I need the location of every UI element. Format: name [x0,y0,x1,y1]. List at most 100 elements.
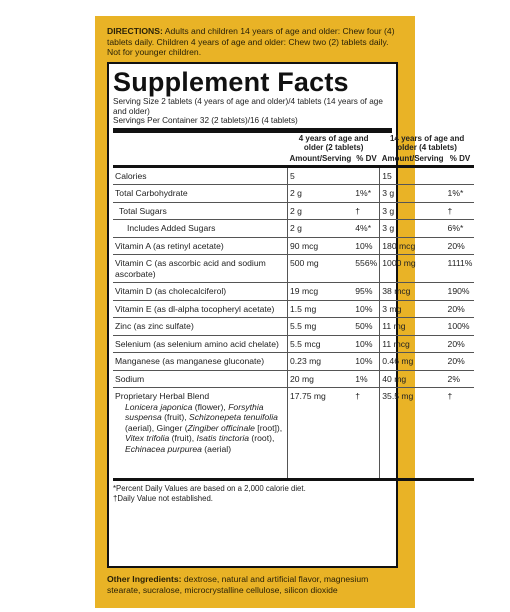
nutrient-row: Vitamin A (as retinyl acetate) 90 mcg 10% 1… [113,237,475,255]
nutrient-row: Vitamin E (as dl-alpha tocopheryl acetat… [113,300,475,318]
ingredient-text: (aerial), Ginger ( [125,422,188,433]
other-ingredients-text: dextrose, natural and artificial flavor,… [107,574,369,595]
label-panel: DIRECTIONS: Adults and children 14 years… [95,16,475,608]
amount: 17.75 mg [287,387,354,482]
blend-row: Proprietary Herbal Blend Lonicera japoni… [113,387,475,482]
amount: 0.23 mg [287,352,354,371]
amount: 20 mg [287,370,354,388]
nutrient-row: Includes Added Sugars 2 g 4%* 3 g 6%* [113,219,475,238]
ingredient-text: Echinacea purpurea [125,443,202,454]
footnote: †Daily Value not established. [113,493,213,503]
dv: 556% [355,258,378,269]
amount: 5.5 mg [287,317,354,336]
nutrient-name: Vitamin A (as retinyl acetate) [115,240,224,251]
dv: 20% [447,240,465,251]
amount: 1.5 mg [287,300,354,318]
amount: 2 g [287,202,354,220]
amount: 90 mcg [287,237,354,255]
directions: DIRECTIONS: Adults and children 14 years… [107,26,403,58]
amount: 2 g [287,184,354,203]
blend-name: Proprietary Herbal Blend [115,391,210,402]
amount: 3 g [379,219,446,238]
amount: 5 [287,166,354,185]
nutrient-row: Vitamin D (as cholecalciferol) 19 mcg 95% 3… [113,282,475,301]
directions-label: DIRECTIONS: [107,26,163,36]
dv [446,166,475,185]
dv: 1%* [355,188,372,199]
ingredient-text: Vitex trifolia [125,433,170,444]
ingredient-text: Isatis tinctoria [196,433,250,444]
amount: 5.5 mcg [287,335,354,353]
servings-per-container: Servings Per Container 32 (2 tablets)/16… [113,116,298,126]
nutrient-row: Sodium 20 mg 1% 40 mg 2% [113,370,475,388]
nutrient-name: Vitamin C (as ascorbic acid and sodium a… [115,258,266,279]
dv: † [445,387,475,482]
amount: 19 mcg [287,282,354,301]
nutrient-name: Selenium (as selenium amino acid chelate… [115,338,279,349]
ingredient-text: Forsythia suspensa [125,401,264,423]
dv: 10% [355,338,373,349]
facts-title: Supplement Facts [113,67,349,97]
dv: 1111% [447,258,473,269]
amount: 11 mg [379,317,446,336]
ingredient-text: (flower), [192,401,229,412]
dv: 1%* [447,188,464,199]
amount: 3 g [379,202,446,220]
dv: † [447,205,453,216]
divider [113,127,392,133]
amount: 1000 mg [379,254,446,283]
amount: 2 g [287,219,354,238]
dv: 10% [355,240,373,251]
nutrient-name: Vitamin E (as dl-alpha tocopheryl acetat… [115,303,275,314]
column-amount: Amount/Serving [289,153,352,163]
column-group: 4 years of age and older (2 tablets) [298,133,369,152]
ingredient-text: (root), [249,433,275,444]
ingredient-text: [root]), [254,422,283,433]
dv: 20% [447,303,465,314]
nutrient-row: Selenium (as selenium amino acid chelate… [113,335,475,353]
amount: 3 mg [379,300,446,318]
column-dv: % DV [356,153,377,163]
ingredient-text: (fruit), [161,412,190,423]
nutrient-name: Manganese (as manganese gluconate) [115,356,265,367]
facts-table: 4 years of age and older (2 tablets) 14 … [113,133,475,482]
nutrient-row: Vitamin C (as ascorbic acid and sodium a… [113,254,475,283]
amount: 180 mcg [379,237,446,255]
column-headers: Amount/Serving % DV Amount/Serving % DV [113,153,475,167]
ingredient-text: (fruit), [169,433,197,444]
ingredient-text: (aerial) [201,443,232,454]
dv: † [355,205,361,216]
amount: 40 mg [379,370,446,388]
nutrient-name: Total Carbohydrate [115,188,188,199]
nutrient-row: Zinc (as zinc sulfate) 5.5 mg 50% 11 mg 100% [113,317,475,336]
dv: 10% [355,356,373,367]
amount: 0.46 mg [379,352,446,371]
amount: 11 mcg [379,335,446,353]
dv: 20% [447,338,465,349]
dv: 2% [447,373,460,384]
amount: 3 g [379,184,446,203]
amount: 15 [379,166,446,185]
dv: 190% [447,286,470,297]
blend-ingredients: Lonicera japonica (flower), Forsythia su… [115,402,285,455]
supplement-facts: Supplement Facts Serving Size 2 tablets … [107,62,475,568]
nutrient-name: Zinc (as zinc sulfate) [115,321,194,332]
column-dv: % DV [449,153,471,163]
amount: 500 mg [287,254,354,283]
nutrient-row: Manganese (as manganese gluconate) 0.23 m… [113,352,475,371]
nutrient-name: Vitamin D (as cholecalciferol) [115,286,227,297]
dv: † [353,387,380,482]
dv: 20% [447,356,465,367]
column-group: 14 years of age and older (4 tablets) [389,133,465,152]
nutrient-row: Total Sugars 2 g † 3 g † [113,202,475,220]
dv: 95% [355,286,373,297]
nutrient-row: Calories 5 15 [113,166,475,185]
other-ingredients: Other Ingredients: dextrose, natural and… [107,574,403,595]
dv: 1% [355,373,368,384]
footnote: *Percent Daily Values are based on a 2,0… [113,484,306,494]
column-amount: Amount/Serving [381,153,444,163]
other-ingredients-label: Other Ingredients: [107,574,182,584]
ingredient-text: Lonicera japonica [125,401,193,412]
dv [353,166,379,185]
